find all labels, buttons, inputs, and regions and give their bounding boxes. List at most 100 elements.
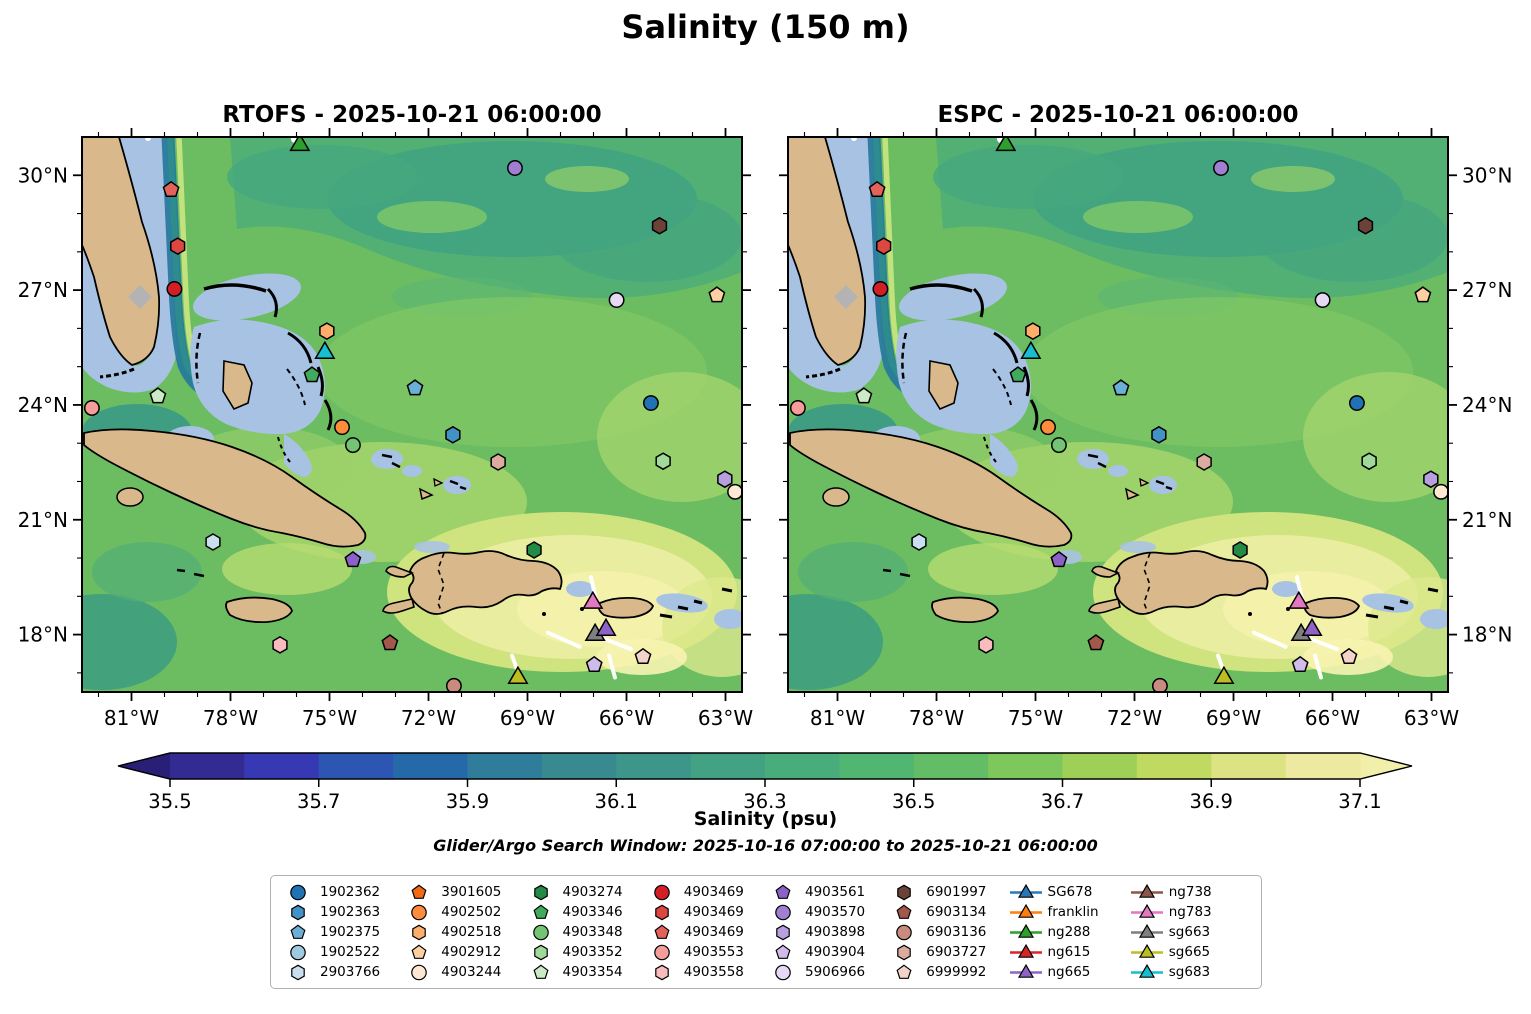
glider-legend-handle xyxy=(1130,943,1163,958)
glider-track xyxy=(1313,653,1323,680)
legend-entry-4902502: 4902502 xyxy=(402,902,523,922)
legend-label: 6901997 xyxy=(926,884,987,900)
colorbar-over-arrow xyxy=(1360,753,1412,779)
legend-entry-1902522: 1902522 xyxy=(281,942,402,962)
map-marker-4903553 xyxy=(789,400,806,416)
map-marker-6901997 xyxy=(651,216,668,235)
legend-marker-6903136 xyxy=(896,924,913,940)
legend-label: ng615 xyxy=(1047,944,1091,960)
glider-legend-handle xyxy=(1009,963,1042,978)
legend-marker-ng665 xyxy=(1017,963,1034,978)
glider-legend-handle xyxy=(1130,883,1163,898)
y-tick-label: 24°N xyxy=(1462,393,1512,417)
legend-label: 6903727 xyxy=(926,944,987,960)
legend-label: 5906966 xyxy=(805,964,866,980)
y-tick-label: 30°N xyxy=(18,163,68,187)
x-tick-label: 75°W xyxy=(302,706,357,730)
argo-legend-marker xyxy=(896,964,912,979)
legend-entry-4903354: 4903354 xyxy=(524,962,645,982)
legend-column: 3901605 4902502 4902518 4902912 4903244 xyxy=(402,882,523,982)
map-panel-espc: 81°W 78°W 75°W 72°W 69°W 66°W 63°W 30°N 27°N 24°N… xyxy=(779,128,1512,730)
glider-track xyxy=(1305,635,1340,652)
argo-legend-marker xyxy=(775,964,791,980)
legend-marker-4902912 xyxy=(411,944,427,959)
legend-label: franklin xyxy=(1047,904,1099,920)
legend-entry-4903469: 4903469 xyxy=(645,902,766,922)
x-tick-label: 78°W xyxy=(909,706,964,730)
glider-track xyxy=(546,630,582,649)
legend-marker-4903904 xyxy=(775,944,791,959)
map-marker-4903898 xyxy=(717,470,733,489)
map-marker-4903469 xyxy=(166,281,183,297)
colorbar-tick-label: 36.9 xyxy=(1190,790,1233,813)
legend-label: 4903274 xyxy=(562,884,623,900)
legend-label: sg665 xyxy=(1168,944,1211,960)
x-tick-label: 66°W xyxy=(1305,706,1360,730)
legend-entry-4903469: 4903469 xyxy=(645,882,766,902)
legend-entry-4903561: 4903561 xyxy=(766,882,887,902)
legend-marker-ng615 xyxy=(1017,943,1034,958)
colorbar-tick-label: 35.7 xyxy=(297,790,340,813)
argo-legend-marker xyxy=(411,944,427,959)
legend-label: 4903553 xyxy=(683,944,744,960)
colorbar-segment xyxy=(393,753,469,779)
legend-column: 6901997 6903134 6903136 6903727 6999992 xyxy=(887,882,1008,982)
map-marker-sg683 xyxy=(1020,340,1042,359)
map-marker-4903352 xyxy=(655,452,671,471)
legend-label: 4903352 xyxy=(562,944,623,960)
glider-legend-handle xyxy=(1130,903,1163,918)
legend-entry-4903274: 4903274 xyxy=(524,882,645,902)
map-marker-4903354 xyxy=(855,387,873,404)
colorbar-segment xyxy=(988,753,1064,779)
y-tick-label: 24°N xyxy=(18,393,68,417)
argo-legend-marker xyxy=(411,904,428,920)
glider-legend-handle xyxy=(1009,903,1042,918)
legend-label: 4903348 xyxy=(562,924,623,940)
legend-marker-4903346 xyxy=(532,904,549,919)
map-marker-4903898 xyxy=(1423,470,1439,489)
legend-label: 1902362 xyxy=(320,884,381,900)
colorbar-tick-label: 36.7 xyxy=(1041,790,1084,813)
legend-entry-4903348: 4903348 xyxy=(524,922,645,942)
map-marker-4902502 xyxy=(334,419,350,436)
legend-entry-SG678: SG678 xyxy=(1009,882,1130,902)
legend-marker-4903558 xyxy=(654,964,669,980)
legend-column: 1902362 1902363 1902375 1902522 2903766 xyxy=(281,882,402,982)
map-marker-4903570 xyxy=(1213,160,1229,176)
legend-label: 3901605 xyxy=(441,884,502,900)
colorbar-tick-label: 37.1 xyxy=(1338,790,1381,813)
legend-entry-4903898: 4903898 xyxy=(766,922,887,942)
argo-legend-marker xyxy=(896,904,912,919)
colorbar-label: Salinity (psu) xyxy=(693,808,838,830)
map-marker-4903244 xyxy=(727,483,742,500)
map-marker-4903274 xyxy=(1232,541,1248,559)
map-marker-4903469 xyxy=(876,237,892,255)
legend-marker-4902518 xyxy=(412,924,427,940)
legend-marker-sg665 xyxy=(1138,943,1155,958)
argo-legend-marker xyxy=(775,884,791,899)
glider-track xyxy=(607,653,617,680)
argo-legend-marker xyxy=(290,944,306,960)
argo-legend-marker xyxy=(775,904,791,920)
legend-marker-ng288 xyxy=(1017,923,1034,938)
legend-marker-1902362 xyxy=(290,884,306,900)
map-marker-sg683 xyxy=(314,340,336,359)
map-marker-1902375 xyxy=(406,379,424,396)
map-marker-6903727 xyxy=(1196,453,1212,471)
y-tick-label: 27°N xyxy=(18,278,68,302)
map-marker-4903348 xyxy=(1050,437,1067,454)
legend-entry-4903469: 4903469 xyxy=(645,922,766,942)
legend-marker-sg683 xyxy=(1138,963,1155,978)
y-tick-label: 30°N xyxy=(1462,163,1512,187)
legend-entry-6901997: 6901997 xyxy=(887,882,1008,902)
colorbar: 35.5 35.7 35.9 36.1 36.3 36.5 36.7 36.9 37.1 xyxy=(117,752,1413,813)
legend-marker-ng738 xyxy=(1138,883,1155,898)
glider-legend-handle xyxy=(1009,883,1042,898)
x-tick-label: 72°W xyxy=(1107,706,1162,730)
map-marker-4902502 xyxy=(1040,419,1056,436)
map-marker-4902518 xyxy=(319,322,335,340)
map-marker-ng665 xyxy=(1301,617,1323,637)
legend-marker-ng783 xyxy=(1138,903,1155,918)
map-marker-ng665 xyxy=(595,617,617,637)
colorbar-segment xyxy=(170,753,245,779)
